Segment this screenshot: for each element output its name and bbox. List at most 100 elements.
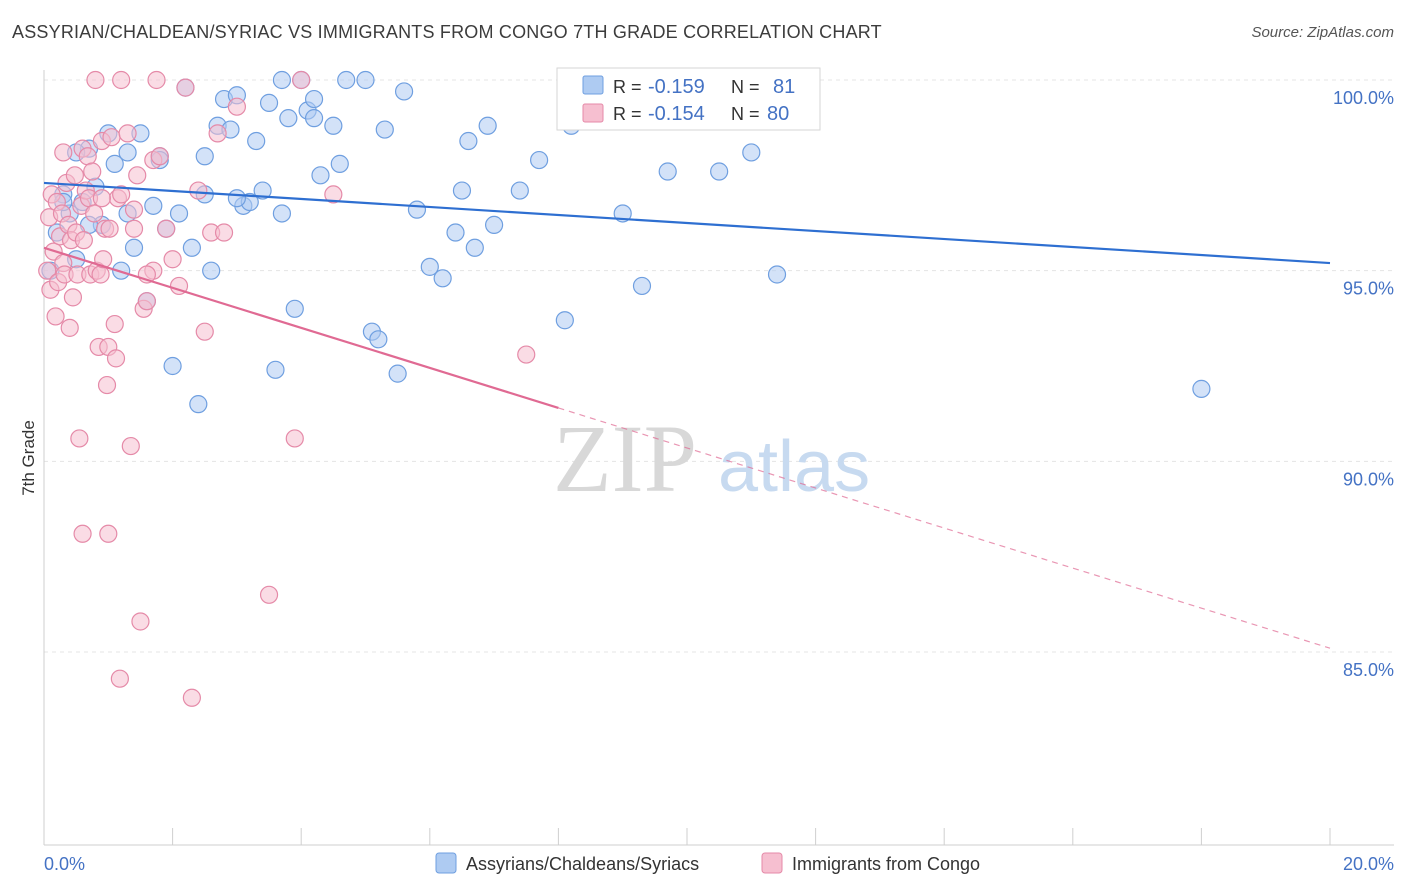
blue-point-70: [767, 265, 787, 284]
pink-point-61: [195, 322, 214, 341]
bottom-legend-label-2[interactable]: Immigrants from Congo: [792, 854, 980, 874]
pink-point-73: [54, 143, 73, 162]
series-1: [38, 70, 536, 707]
bottom-legend-label-1[interactable]: Assyrians/Chaldeans/Syriacs: [466, 854, 699, 874]
legend-n-value-1: 81: [773, 76, 795, 98]
blue-point-23: [189, 395, 208, 414]
pink-point-57: [163, 250, 182, 269]
pink-point-14: [60, 318, 79, 337]
blue-point-56: [452, 181, 472, 200]
blue-point-58: [465, 238, 484, 257]
blue-point-42: [311, 166, 330, 185]
pink-point-33: [91, 265, 110, 284]
series-layer: [38, 70, 1211, 707]
blue-point-69: [742, 143, 761, 162]
legend-n-label-2: N =: [731, 104, 760, 124]
legend-n-label-1: N =: [731, 77, 760, 97]
bottom-legend-swatch-blue[interactable]: [435, 852, 457, 874]
pink-point-64: [214, 223, 234, 242]
blue-point-37: [279, 109, 298, 128]
x-tick-label-min: 0.0%: [44, 854, 85, 874]
blue-point-62: [530, 150, 549, 170]
blue-point-75: [118, 143, 137, 162]
pink-point-44: [110, 669, 129, 688]
pink-point-17: [65, 166, 84, 185]
blue-point-41: [304, 89, 324, 109]
trend-line-0: [43, 181, 1331, 265]
pink-point-45: [112, 185, 131, 204]
pink-point-16: [63, 288, 83, 307]
pink-point-28: [83, 162, 102, 181]
pink-point-49: [128, 166, 147, 185]
blue-point-38: [285, 299, 304, 318]
y-tick-labels: 100.0% 95.0% 90.0% 85.0%: [1333, 88, 1394, 680]
blue-point-16: [144, 196, 163, 215]
blue-point-34: [259, 93, 279, 112]
pink-point-58: [176, 78, 195, 97]
y-axis-title: 7th Grade: [19, 420, 38, 496]
blue-point-61: [510, 181, 529, 200]
legend-swatch-pink: [582, 103, 604, 123]
bottom-legend[interactable]: Assyrians/Chaldeans/Syriacs Immigrants f…: [435, 852, 980, 874]
trend-line-1: [43, 246, 559, 409]
pink-point-74: [112, 70, 131, 90]
pink-point-39: [100, 219, 119, 238]
blue-point-79: [272, 204, 292, 223]
pink-point-29: [85, 204, 104, 223]
pink-point-46: [118, 124, 137, 143]
pink-point-25: [78, 147, 97, 166]
blue-point-19: [163, 356, 182, 376]
pink-point-70: [517, 345, 536, 364]
blue-point-77: [195, 147, 214, 166]
blue-point-36: [272, 70, 292, 90]
blue-point-51: [394, 82, 414, 101]
pink-point-47: [121, 436, 140, 456]
blue-point-25: [202, 261, 221, 280]
y-tick-label-3: 85.0%: [1343, 660, 1394, 680]
pink-point-42: [106, 349, 126, 368]
pink-point-67: [285, 429, 304, 448]
watermark-atlas: atlas: [718, 427, 870, 507]
blue-point-67: [658, 162, 677, 181]
chart-title: ASSYRIAN/CHALDEAN/SYRIAC VS IMMIGRANTS F…: [12, 22, 882, 42]
pink-point-50: [131, 612, 150, 631]
pink-point-0: [38, 261, 57, 280]
legend-r-value-1: -0.159: [648, 76, 705, 98]
pink-point-71: [73, 524, 92, 543]
blue-point-66: [632, 276, 652, 296]
blue-point-57: [459, 131, 478, 151]
pink-point-41: [105, 314, 124, 334]
blue-point-10: [105, 154, 124, 173]
blue-point-53: [420, 257, 439, 276]
pink-point-35: [94, 250, 113, 269]
watermark: ZIP atlas: [553, 405, 870, 512]
blue-point-54: [433, 269, 452, 288]
pink-point-54: [147, 70, 166, 90]
pink-point-65: [227, 97, 246, 116]
x-tick-label-max: 20.0%: [1343, 854, 1394, 874]
blue-point-55: [446, 223, 465, 242]
legend-n-value-2: 80: [767, 103, 789, 125]
legend-r-value-2: -0.154: [648, 103, 705, 125]
blue-point-49: [375, 120, 394, 139]
blue-point-52: [407, 200, 427, 219]
pink-point-20: [70, 429, 89, 448]
pink-point-48: [124, 219, 144, 238]
trend-line-dashed-1: [558, 407, 1331, 649]
blue-point-35: [266, 360, 285, 379]
pink-point-55: [150, 147, 169, 166]
pink-point-69: [324, 185, 343, 204]
legend-r-label-1: R =: [613, 77, 642, 97]
pink-point-37: [97, 375, 117, 395]
bottom-legend-swatch-pink[interactable]: [761, 852, 783, 874]
blue-point-45: [337, 70, 356, 90]
blue-point-33: [253, 181, 272, 200]
pink-point-59: [182, 688, 201, 707]
pink-point-56: [157, 219, 176, 238]
blue-point-43: [324, 116, 343, 135]
blue-point-48: [369, 330, 388, 349]
pink-point-68: [292, 70, 311, 90]
pink-point-60: [189, 181, 208, 200]
watermark-zip: ZIP: [553, 405, 697, 512]
